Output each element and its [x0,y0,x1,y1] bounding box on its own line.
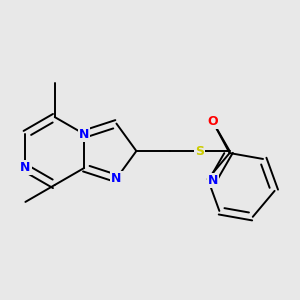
Text: S: S [195,145,204,158]
Text: N: N [20,161,31,175]
Text: N: N [111,172,122,185]
Text: N: N [79,128,89,141]
Text: O: O [207,115,218,128]
Text: N: N [208,174,218,187]
